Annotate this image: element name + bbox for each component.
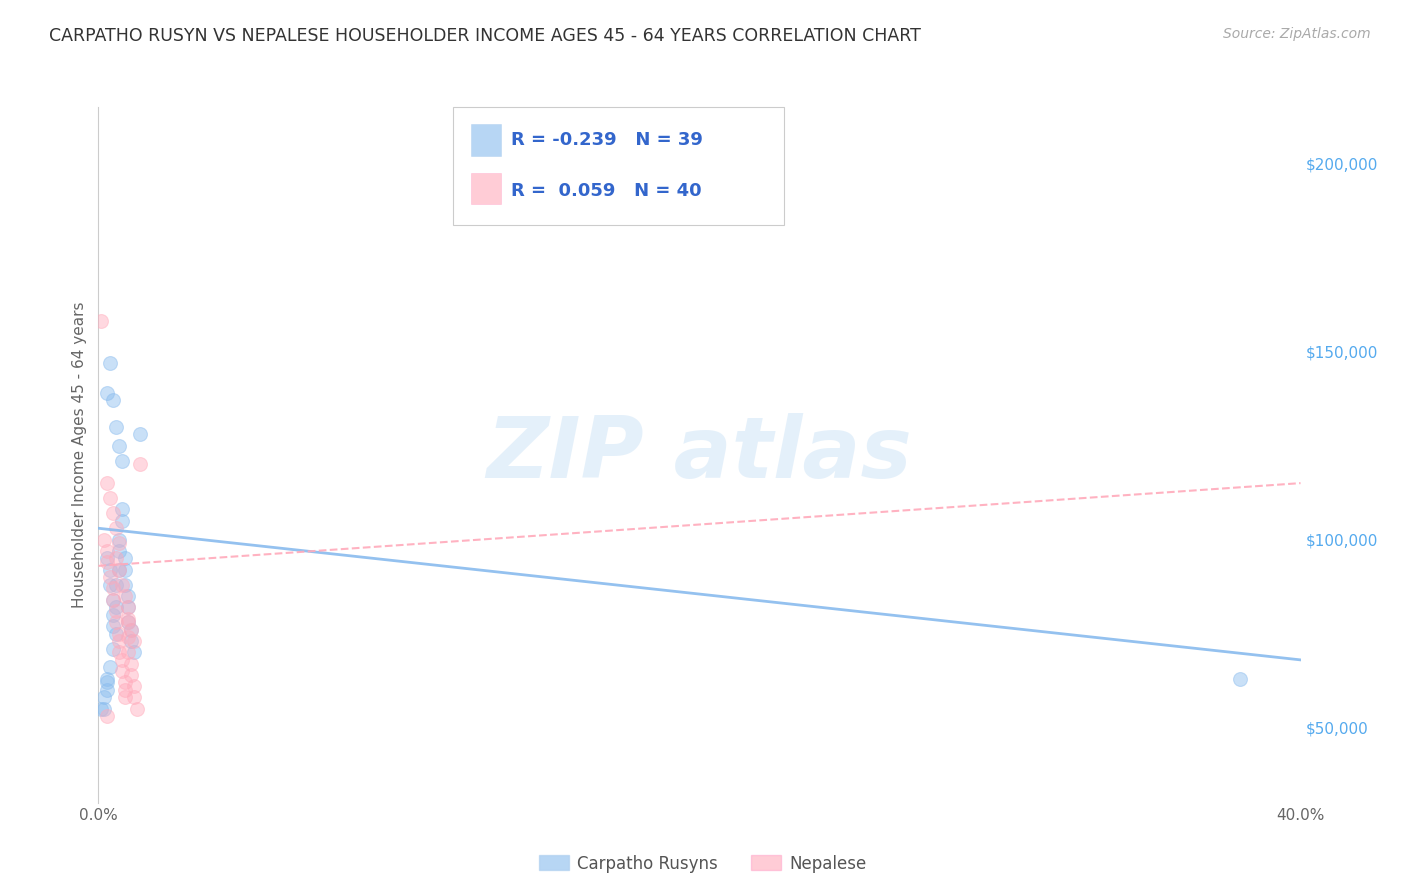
- Point: [117, 611, 139, 625]
- Point: [105, 419, 128, 434]
- Point: [114, 563, 136, 577]
- Point: [1229, 672, 1251, 686]
- Point: [96, 683, 118, 698]
- Point: [90, 314, 112, 328]
- Point: [111, 577, 134, 591]
- Point: [103, 592, 125, 607]
- Point: [117, 600, 139, 615]
- Point: [93, 533, 115, 547]
- Point: [96, 544, 118, 558]
- Point: [93, 690, 115, 705]
- Point: [108, 645, 131, 659]
- Point: [124, 679, 146, 693]
- Point: [114, 675, 136, 690]
- Point: [100, 660, 122, 674]
- Point: [121, 657, 143, 671]
- Point: [108, 533, 131, 547]
- Y-axis label: Householder Income Ages 45 - 64 years: Householder Income Ages 45 - 64 years: [72, 301, 87, 608]
- Point: [103, 592, 125, 607]
- Point: [105, 551, 128, 566]
- Point: [105, 521, 128, 535]
- Point: [129, 427, 152, 442]
- Point: [105, 600, 128, 615]
- Point: [111, 664, 134, 678]
- Point: [96, 385, 118, 400]
- Point: [114, 577, 136, 591]
- Point: [124, 645, 146, 659]
- Text: ZIP atlas: ZIP atlas: [486, 413, 912, 497]
- Point: [100, 356, 122, 370]
- FancyBboxPatch shape: [471, 124, 501, 156]
- Point: [108, 634, 131, 648]
- Point: [108, 536, 131, 550]
- Point: [100, 491, 122, 505]
- Point: [117, 645, 139, 659]
- Point: [96, 672, 118, 686]
- Point: [96, 709, 118, 723]
- Text: R =  0.059   N = 40: R = 0.059 N = 40: [510, 182, 702, 200]
- Point: [114, 589, 136, 603]
- Point: [129, 458, 152, 472]
- Point: [117, 615, 139, 630]
- Point: [117, 630, 139, 644]
- Text: Source: ZipAtlas.com: Source: ZipAtlas.com: [1223, 27, 1371, 41]
- Point: [124, 690, 146, 705]
- Point: [103, 582, 125, 596]
- Point: [121, 623, 143, 637]
- Text: CARPATHO RUSYN VS NEPALESE HOUSEHOLDER INCOME AGES 45 - 64 YEARS CORRELATION CHA: CARPATHO RUSYN VS NEPALESE HOUSEHOLDER I…: [49, 27, 921, 45]
- Text: R = -0.239   N = 39: R = -0.239 N = 39: [510, 131, 703, 149]
- Point: [93, 702, 115, 716]
- FancyBboxPatch shape: [471, 173, 501, 204]
- Point: [117, 589, 139, 603]
- Point: [105, 604, 128, 618]
- Point: [121, 668, 143, 682]
- Point: [114, 551, 136, 566]
- Point: [105, 615, 128, 630]
- Point: [108, 626, 131, 640]
- Point: [96, 555, 118, 569]
- Point: [124, 634, 146, 648]
- Point: [108, 438, 131, 452]
- Point: [105, 626, 128, 640]
- Point: [103, 619, 125, 633]
- Point: [127, 702, 149, 716]
- Point: [111, 502, 134, 516]
- Point: [103, 641, 125, 656]
- Point: [96, 551, 118, 566]
- FancyBboxPatch shape: [453, 107, 783, 226]
- Point: [90, 702, 112, 716]
- Point: [108, 563, 131, 577]
- Point: [103, 607, 125, 622]
- Point: [111, 653, 134, 667]
- Point: [117, 615, 139, 630]
- Point: [111, 514, 134, 528]
- Point: [121, 623, 143, 637]
- Point: [121, 634, 143, 648]
- Point: [117, 600, 139, 615]
- Point: [114, 683, 136, 698]
- Point: [114, 690, 136, 705]
- Point: [96, 476, 118, 491]
- Point: [105, 577, 128, 591]
- Point: [100, 570, 122, 584]
- Point: [96, 675, 118, 690]
- Point: [103, 506, 125, 520]
- Point: [108, 563, 131, 577]
- Point: [108, 544, 131, 558]
- Point: [100, 577, 122, 591]
- Point: [100, 563, 122, 577]
- Legend: Carpatho Rusyns, Nepalese: Carpatho Rusyns, Nepalese: [533, 848, 873, 880]
- Point: [103, 393, 125, 408]
- Point: [111, 453, 134, 467]
